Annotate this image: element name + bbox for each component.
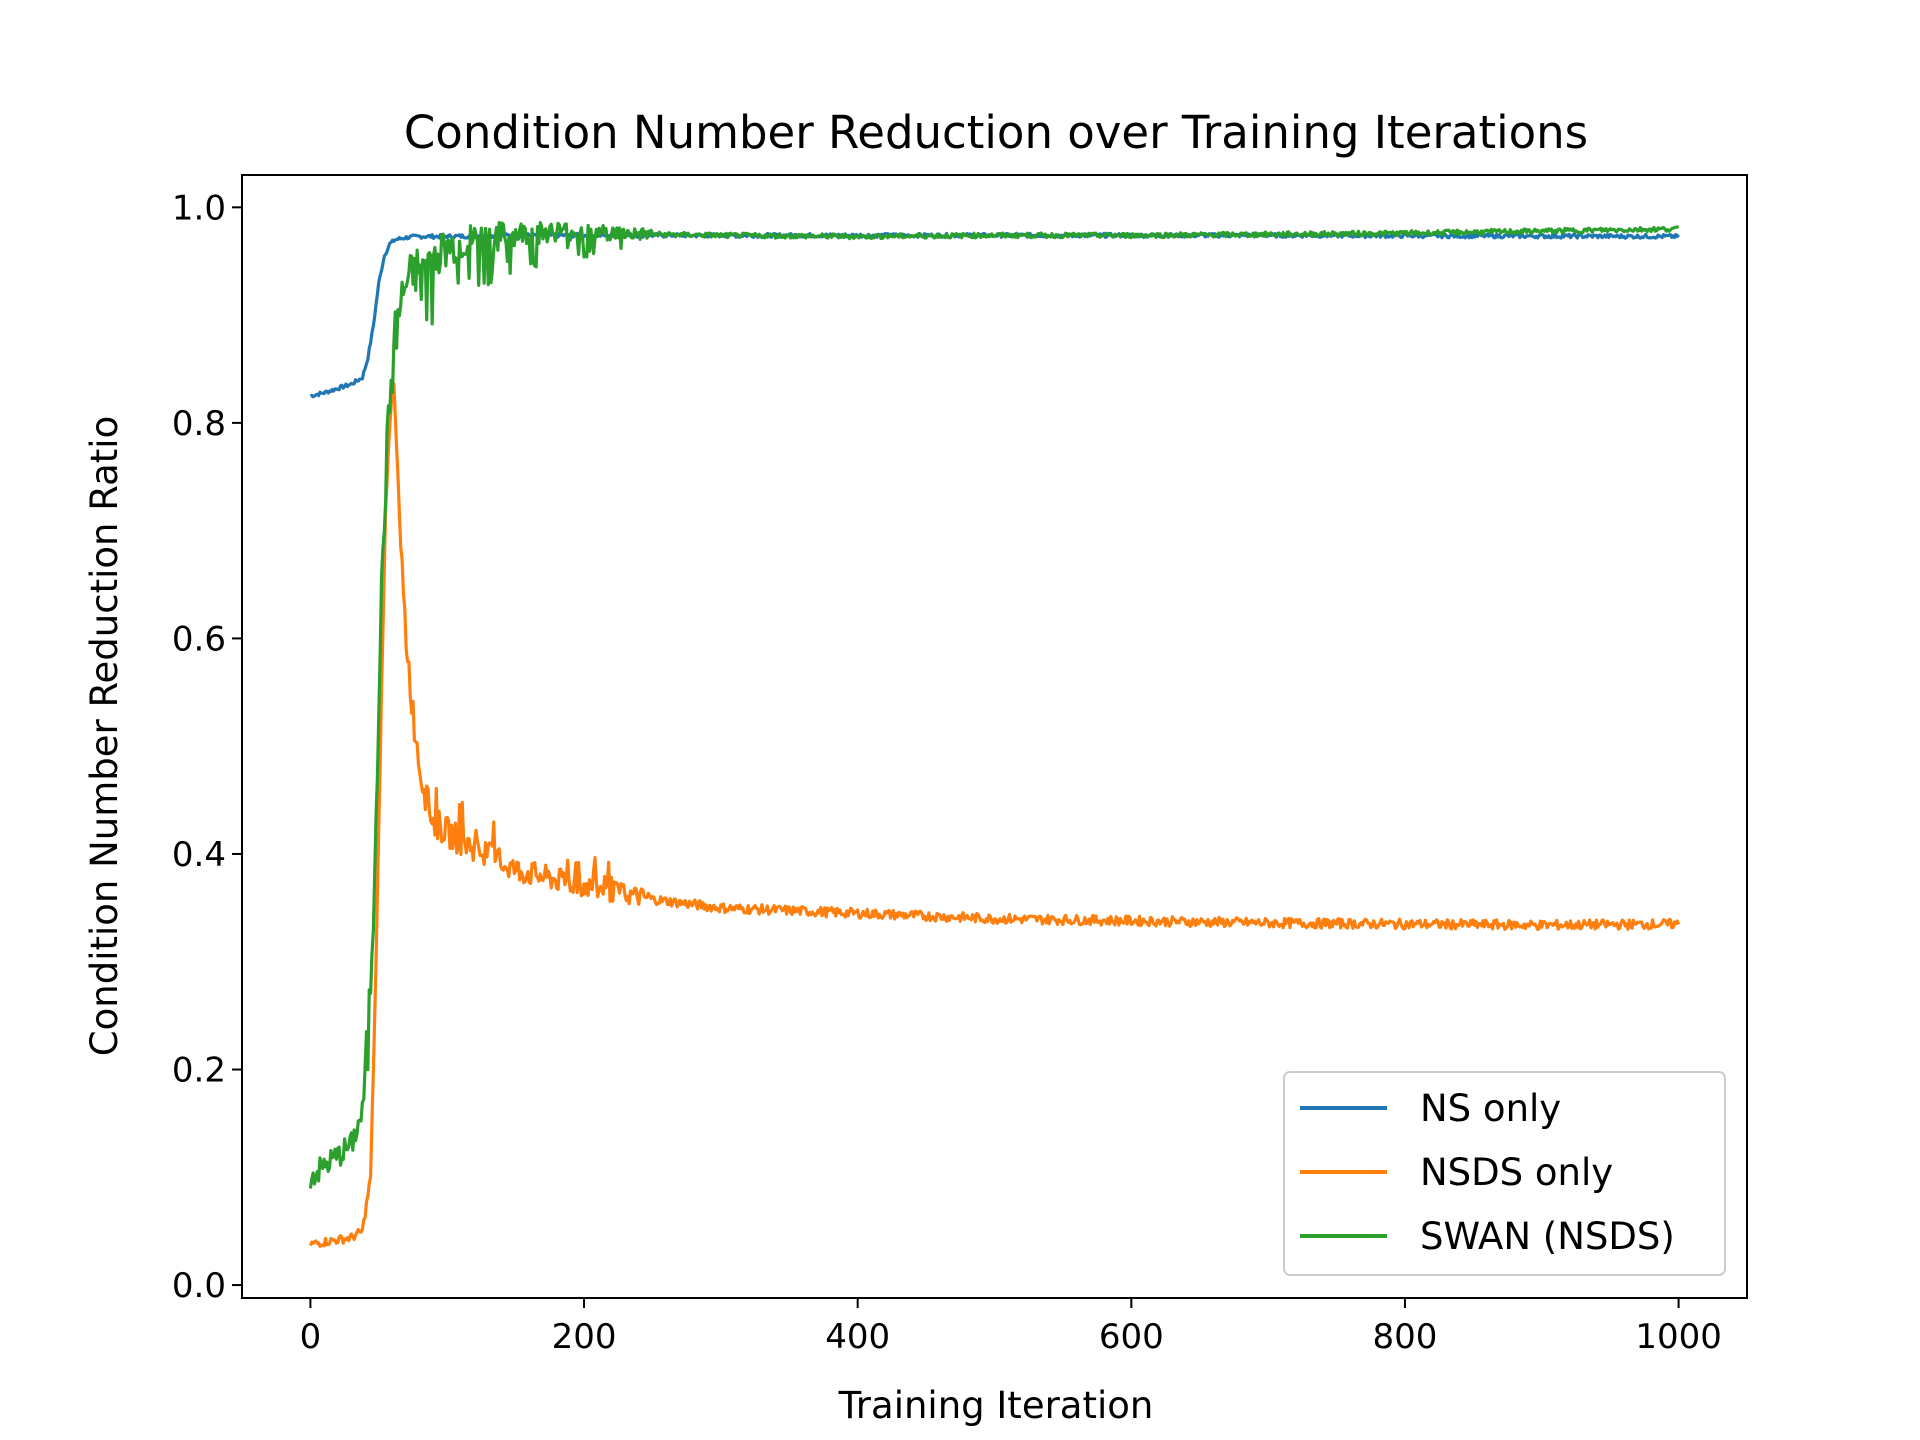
legend-label-nsds-only: NSDS only (1420, 1151, 1613, 1194)
x-tick-label: 400 (825, 1317, 890, 1357)
y-axis-label: Condition Number Reduction Ratio (83, 416, 126, 1056)
x-axis: 0 200 400 600 800 1000 (300, 1298, 1722, 1357)
y-tick-label: 0.6 (172, 619, 226, 659)
legend-label-ns-only: NS only (1420, 1087, 1561, 1130)
legend-label-swan-nsds: SWAN (NSDS) (1420, 1215, 1675, 1258)
y-tick-label: 0.2 (172, 1051, 226, 1091)
series-line-nsds-only (308, 382, 1681, 1248)
y-axis: 0.0 0.2 0.4 0.6 0.8 1.0 (172, 188, 242, 1306)
series-layer (308, 220, 1681, 1248)
x-tick-label: 200 (552, 1317, 617, 1357)
legend: NS only NSDS only SWAN (NSDS) (1283, 1071, 1726, 1276)
x-tick-label: 1000 (1635, 1317, 1722, 1357)
chart-title: Condition Number Reduction over Training… (404, 106, 1588, 159)
series-line-swan-nsds (308, 220, 1680, 1189)
y-tick-label: 0.8 (172, 404, 226, 444)
x-tick-label: 600 (1099, 1317, 1164, 1357)
x-tick-label: 800 (1373, 1317, 1438, 1357)
y-tick-label: 0.4 (172, 835, 226, 875)
x-tick-label: 0 (300, 1317, 322, 1357)
plot-frame (241, 174, 1748, 1299)
y-tick-label: 0.0 (172, 1266, 226, 1306)
legend-box (1283, 1071, 1726, 1276)
y-tick-label: 1.0 (172, 188, 226, 228)
x-axis-label: Training Iteration (838, 1384, 1154, 1427)
